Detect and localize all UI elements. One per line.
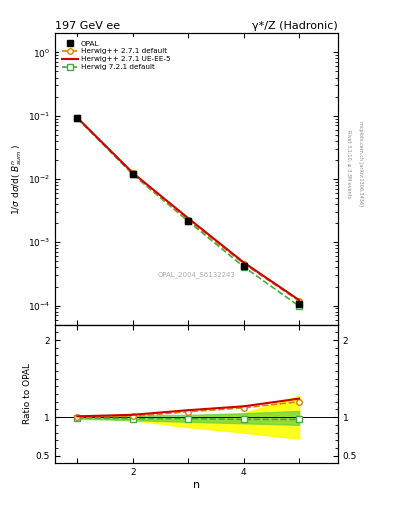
Text: OPAL_2004_S6132243: OPAL_2004_S6132243 [158, 272, 235, 279]
Text: Rivet 3.1.10, ≥ 3.3M events: Rivet 3.1.10, ≥ 3.3M events [347, 130, 352, 198]
Legend: OPAL, Herwig++ 2.7.1 default, Herwig++ 2.7.1 UE-EE-5, Herwig 7.2.1 default: OPAL, Herwig++ 2.7.1 default, Herwig++ 2… [59, 37, 174, 74]
Text: γ*/Z (Hadronic): γ*/Z (Hadronic) [252, 21, 338, 31]
X-axis label: n: n [193, 480, 200, 490]
Text: 197 GeV ee: 197 GeV ee [55, 21, 120, 31]
Y-axis label: 1/$\sigma$ d$\sigma$/d( $B^n_{sum}$ ): 1/$\sigma$ d$\sigma$/d( $B^n_{sum}$ ) [10, 143, 24, 215]
Text: mcplots.cern.ch [arXiv:1306.3436]: mcplots.cern.ch [arXiv:1306.3436] [358, 121, 364, 206]
Y-axis label: Ratio to OPAL: Ratio to OPAL [23, 364, 31, 424]
